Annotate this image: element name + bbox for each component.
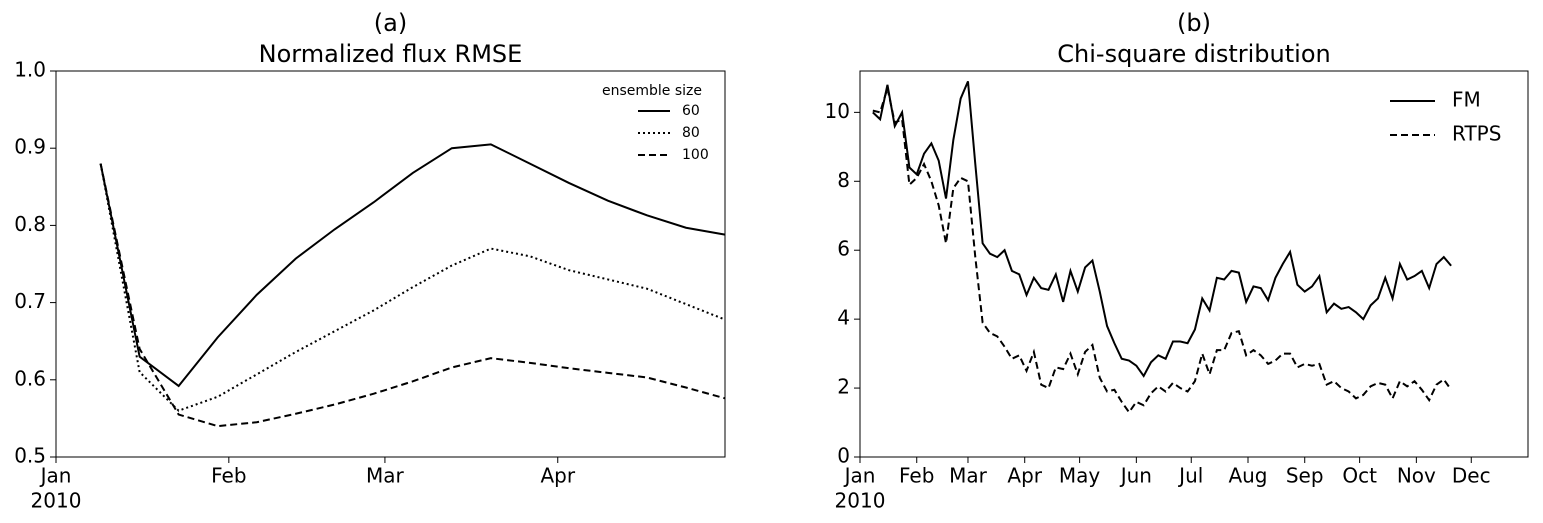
x-tick-label: Nov (1397, 464, 1436, 488)
y-tick-label: 10 (825, 99, 850, 123)
x-tick-label: Mar (366, 464, 405, 488)
x-tick-label: May (1059, 464, 1101, 488)
x-tick-label: Apr (540, 464, 575, 488)
legend-label: 80 (682, 125, 700, 141)
chart-title: Chi-square distribution (1057, 40, 1330, 68)
line-series (872, 80, 1452, 378)
panel-label: (a) (374, 9, 407, 37)
plot-frame (859, 70, 1529, 458)
y-tick-label: 0.9 (14, 135, 46, 159)
line-series (99, 143, 726, 388)
x-tick-label: Apr (1007, 464, 1042, 488)
y-tick-label: 0.5 (14, 444, 46, 468)
legend-label: 60 (682, 103, 700, 119)
x-tick-label: Mar (949, 464, 988, 488)
y-tick-label: 0.7 (14, 289, 46, 313)
y-tick-label: 6 (837, 237, 850, 261)
x-tick-label: Feb (899, 464, 934, 488)
x-tick-label: Jul (1177, 464, 1203, 488)
x-tick-label: Sep (1286, 464, 1324, 488)
legend-label: 100 (682, 147, 709, 163)
y-tick-label: 0 (837, 444, 850, 468)
y-tick-label: 8 (837, 168, 850, 192)
legend-label: FM (1452, 88, 1481, 112)
x-tick-label: Jan (39, 464, 72, 488)
y-tick-label: 0.8 (14, 212, 46, 236)
line-series (872, 87, 1452, 414)
x-year-label: 2010 (835, 489, 886, 513)
legend-title: ensemble size (602, 83, 702, 99)
y-tick-label: 0.6 (14, 366, 46, 390)
line-series (99, 163, 726, 412)
x-year-label: 2010 (31, 489, 82, 513)
x-tick-label: Feb (211, 464, 246, 488)
chart-title: Normalized flux RMSE (259, 40, 523, 68)
x-tick-label: Jun (1119, 464, 1152, 488)
x-tick-label: Aug (1228, 464, 1267, 488)
line-series (99, 163, 726, 428)
panel-label: (b) (1177, 9, 1211, 37)
legend-label: RTPS (1452, 122, 1501, 146)
y-tick-label: 4 (837, 306, 850, 330)
y-tick-label: 1.0 (14, 58, 46, 82)
x-tick-label: Oct (1342, 464, 1377, 488)
y-tick-label: 2 (837, 375, 850, 399)
plot-frame (55, 70, 726, 458)
x-tick-label: Jan (843, 464, 876, 488)
x-tick-label: Dec (1452, 464, 1491, 488)
